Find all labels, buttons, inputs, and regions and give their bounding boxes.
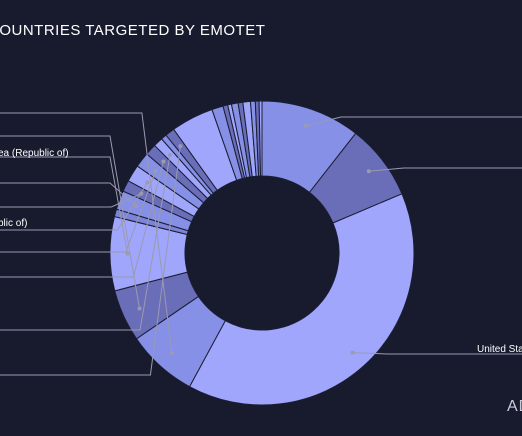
slice-label: United States bbox=[477, 344, 522, 355]
leader-dot bbox=[125, 251, 130, 256]
leader-line bbox=[352, 352, 522, 355]
slice-label: blic of) bbox=[0, 218, 27, 229]
leader-line bbox=[0, 161, 164, 278]
leader-line bbox=[368, 167, 522, 172]
leader-line bbox=[0, 182, 148, 231]
brand-watermark: AD bbox=[507, 398, 522, 415]
leader-line bbox=[0, 135, 140, 309]
leader-line bbox=[0, 193, 142, 208]
leader-line bbox=[0, 112, 173, 353]
leader-line bbox=[0, 182, 137, 207]
donut-slice bbox=[188, 193, 415, 406]
leader-line bbox=[305, 116, 522, 127]
slice-label: ea (Republic of) bbox=[0, 148, 69, 159]
chart-title: COUNTRIES TARGETED BY EMOTET bbox=[0, 22, 266, 39]
leader-line bbox=[0, 154, 171, 331]
leader-line bbox=[0, 156, 128, 254]
leader-line bbox=[0, 170, 157, 253]
leader-line bbox=[0, 146, 181, 376]
donut-slice bbox=[258, 100, 263, 177]
